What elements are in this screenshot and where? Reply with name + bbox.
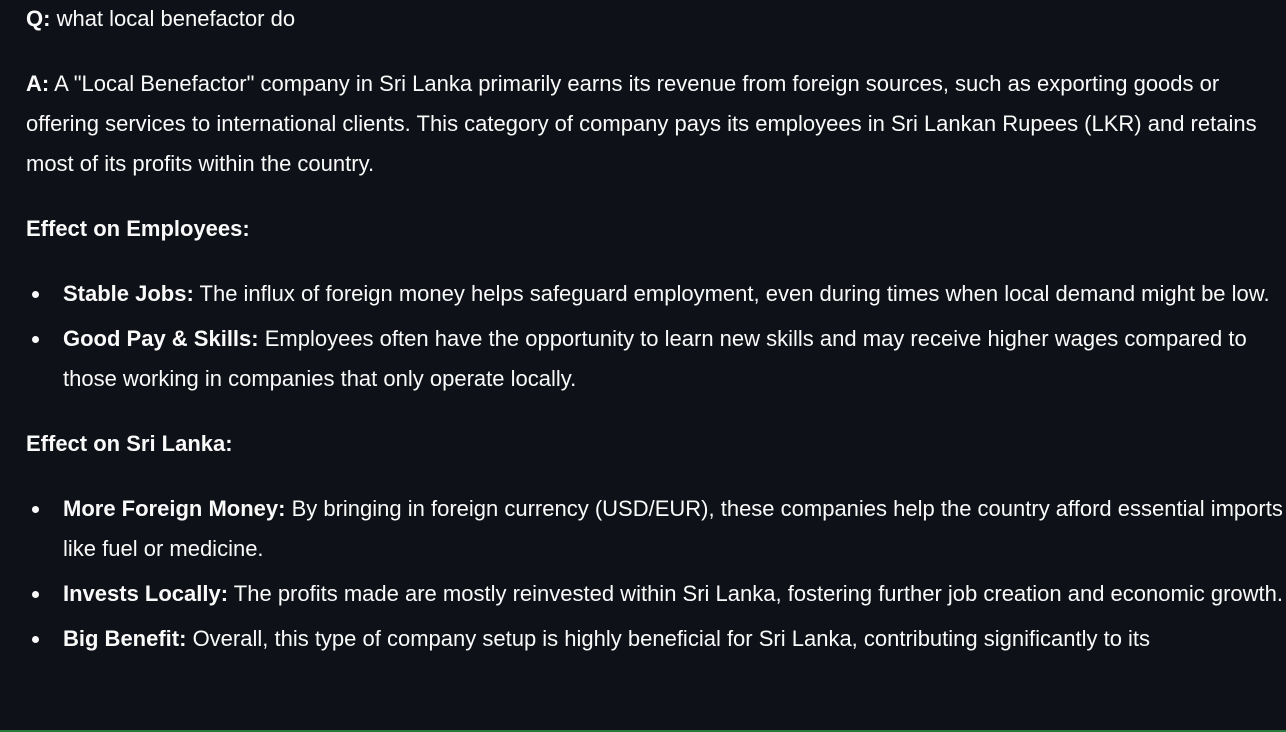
list-item-label: Big Benefit: [63, 626, 187, 651]
list-item: Good Pay & Skills: Employees often have … [32, 319, 1284, 399]
list-item-label: More Foreign Money: [63, 496, 286, 521]
list-item-text: The influx of foreign money helps safegu… [193, 281, 1270, 306]
list-item: Stable Jobs: The influx of foreign money… [32, 274, 1284, 314]
list-item-text: Employees often have the opportunity to … [63, 326, 1247, 391]
list-item-text: The profits made are mostly reinvested w… [228, 581, 1283, 606]
question-prefix: Q: [26, 6, 51, 31]
answer-text: A "Local Benefactor" company in Sri Lank… [26, 71, 1257, 176]
list-item: Invests Locally: The profits made are mo… [32, 574, 1284, 614]
sri-lanka-effects-list: More Foreign Money: By bringing in forei… [26, 489, 1284, 659]
question-line: Q: what local benefactor do [26, 0, 1284, 38]
section-heading-sri-lanka: Effect on Sri Lanka: [26, 431, 233, 456]
answer-prefix: A: [26, 71, 50, 96]
section-heading-employees: Effect on Employees: [26, 216, 250, 241]
employees-effects-list: Stable Jobs: The influx of foreign money… [26, 274, 1284, 399]
bottom-border [0, 730, 1286, 732]
list-item: Big Benefit: Overall, this type of compa… [32, 619, 1284, 659]
list-item-text: Overall, this type of company setup is h… [186, 626, 1151, 651]
answer-paragraph: A: A "Local Benefactor" company in Sri L… [26, 64, 1284, 184]
list-item-label: Good Pay & Skills: [63, 326, 259, 351]
chat-content: Q: what local benefactor do A: A "Local … [26, 0, 1284, 664]
list-item-label: Invests Locally: [63, 581, 229, 606]
list-item-text: By bringing in foreign currency (USD/EUR… [63, 496, 1283, 561]
list-item: More Foreign Money: By bringing in forei… [32, 489, 1284, 569]
question-text: what local benefactor do [50, 6, 296, 31]
list-item-label: Stable Jobs: [63, 281, 194, 306]
